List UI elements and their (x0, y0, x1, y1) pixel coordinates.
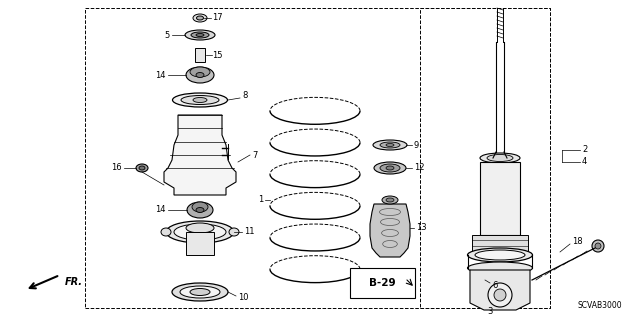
Ellipse shape (190, 67, 210, 77)
Ellipse shape (193, 98, 207, 102)
Text: B-29: B-29 (369, 278, 396, 288)
Text: 9: 9 (414, 140, 419, 150)
Bar (420, 8, 550, 308)
Text: 18: 18 (572, 238, 582, 247)
Text: 8: 8 (242, 92, 248, 100)
Text: FR.: FR. (65, 277, 83, 287)
Text: 5: 5 (164, 31, 170, 40)
Text: 11: 11 (244, 227, 255, 236)
Ellipse shape (174, 224, 226, 240)
Polygon shape (370, 204, 410, 257)
Bar (85, 8, 550, 308)
Ellipse shape (478, 276, 486, 284)
Ellipse shape (475, 250, 525, 260)
Ellipse shape (386, 166, 394, 170)
Text: 2: 2 (582, 145, 588, 154)
Ellipse shape (173, 93, 227, 107)
Ellipse shape (180, 286, 220, 298)
Text: 10: 10 (238, 293, 248, 302)
Circle shape (595, 243, 601, 249)
Ellipse shape (136, 164, 148, 172)
Text: 17: 17 (212, 13, 223, 23)
Ellipse shape (193, 14, 207, 22)
Ellipse shape (386, 144, 394, 146)
Bar (350, 268, 415, 298)
Text: 14: 14 (156, 205, 166, 214)
Ellipse shape (192, 202, 208, 212)
Ellipse shape (467, 262, 532, 274)
Ellipse shape (181, 95, 219, 105)
Text: 16: 16 (111, 164, 122, 173)
Text: 6: 6 (492, 280, 497, 290)
Ellipse shape (380, 164, 400, 172)
Circle shape (488, 283, 512, 307)
Ellipse shape (196, 72, 204, 78)
Ellipse shape (186, 223, 214, 233)
Ellipse shape (166, 221, 234, 243)
Text: 15: 15 (212, 50, 223, 60)
Ellipse shape (187, 202, 213, 218)
Ellipse shape (196, 16, 204, 20)
Ellipse shape (196, 33, 204, 36)
Ellipse shape (139, 166, 145, 170)
Ellipse shape (386, 198, 394, 202)
Ellipse shape (186, 67, 214, 83)
Ellipse shape (475, 273, 489, 287)
Polygon shape (186, 232, 214, 255)
Circle shape (592, 240, 604, 252)
Ellipse shape (196, 207, 204, 212)
Ellipse shape (229, 228, 239, 236)
Ellipse shape (191, 32, 209, 38)
Ellipse shape (373, 140, 407, 150)
Text: 7: 7 (252, 151, 257, 160)
Text: 12: 12 (414, 164, 424, 173)
Text: 3: 3 (487, 308, 493, 316)
Text: 4: 4 (582, 158, 588, 167)
Text: 1: 1 (258, 196, 263, 204)
Text: 13: 13 (416, 224, 427, 233)
Ellipse shape (487, 154, 513, 161)
Ellipse shape (382, 196, 398, 204)
Ellipse shape (185, 30, 215, 40)
Text: 14: 14 (156, 70, 166, 79)
Polygon shape (480, 162, 520, 235)
Ellipse shape (467, 248, 532, 262)
Ellipse shape (374, 162, 406, 174)
Circle shape (494, 289, 506, 301)
Ellipse shape (190, 288, 210, 295)
Polygon shape (472, 235, 528, 252)
Polygon shape (470, 270, 530, 310)
Ellipse shape (161, 228, 171, 236)
Polygon shape (195, 48, 205, 62)
Ellipse shape (172, 283, 228, 301)
Ellipse shape (380, 142, 400, 148)
Polygon shape (164, 115, 236, 195)
Ellipse shape (480, 153, 520, 163)
Text: SCVAB3000: SCVAB3000 (577, 300, 622, 309)
